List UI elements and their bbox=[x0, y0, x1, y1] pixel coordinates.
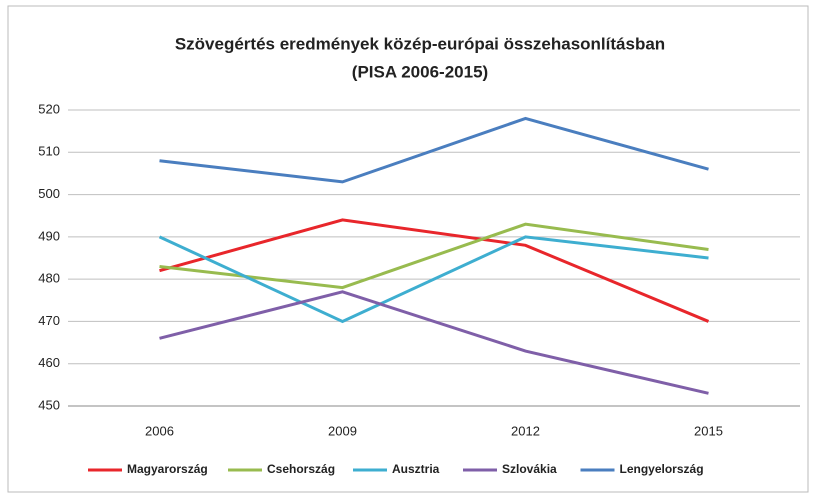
chart-title: Szövegértés eredmények közép-európai öss… bbox=[175, 34, 665, 53]
legend-label: Magyarország bbox=[127, 462, 208, 476]
y-tick-label: 470 bbox=[38, 313, 60, 328]
legend-label: Szlovákia bbox=[502, 462, 557, 476]
y-tick-label: 490 bbox=[38, 228, 60, 243]
y-tick-label: 480 bbox=[38, 271, 60, 286]
chart-subtitle: (PISA 2006-2015) bbox=[352, 62, 488, 81]
series-line bbox=[159, 116, 709, 184]
series-line bbox=[159, 222, 709, 290]
y-tick-label: 460 bbox=[38, 355, 60, 370]
series-line bbox=[158, 235, 709, 324]
legend-label: Csehország bbox=[267, 462, 335, 476]
x-tick-label: 2009 bbox=[328, 423, 357, 438]
y-tick-label: 450 bbox=[38, 397, 60, 412]
chart-frame bbox=[7, 5, 809, 493]
legend-label: Lengyelország bbox=[620, 462, 704, 476]
x-tick-label: 2006 bbox=[145, 423, 174, 438]
series-line bbox=[159, 290, 709, 395]
x-tick-label: 2012 bbox=[511, 423, 540, 438]
series-line bbox=[159, 218, 710, 323]
y-tick-label: 520 bbox=[38, 101, 60, 116]
y-tick-label: 510 bbox=[38, 144, 60, 159]
y-tick-label: 500 bbox=[38, 186, 60, 201]
legend-label: Ausztria bbox=[392, 462, 440, 476]
x-tick-label: 2015 bbox=[694, 423, 723, 438]
